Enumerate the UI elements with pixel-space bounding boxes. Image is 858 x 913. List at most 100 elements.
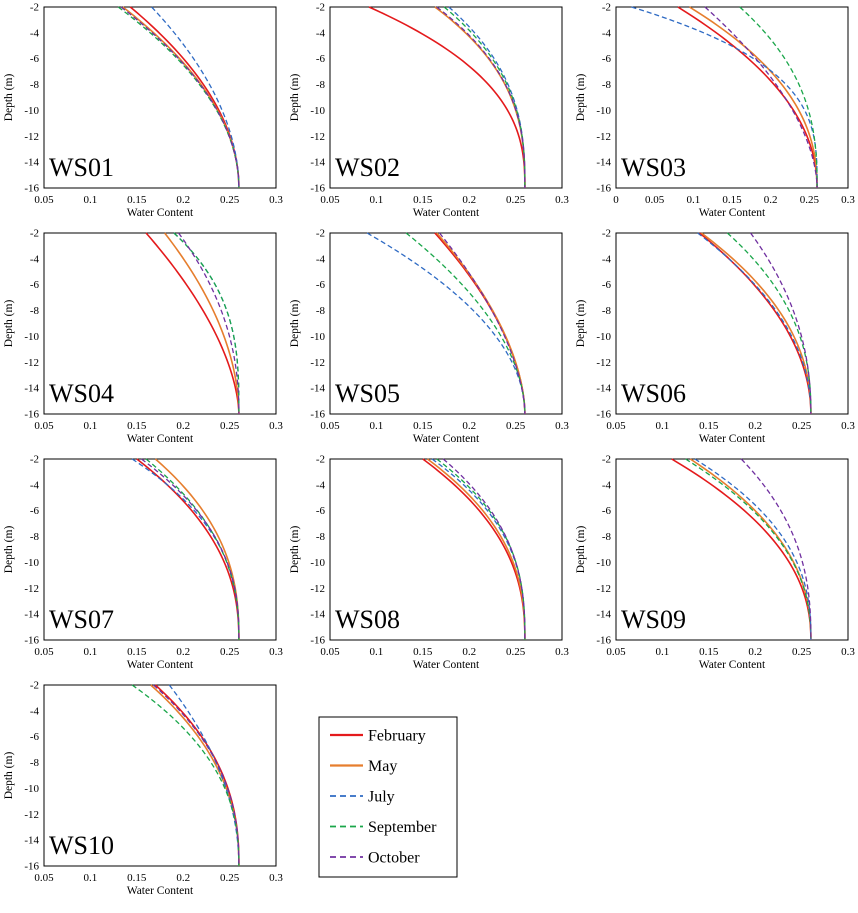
series-line-september bbox=[685, 458, 812, 641]
series-line-july bbox=[131, 458, 240, 640]
plot-frame bbox=[329, 232, 563, 415]
x-tick-label: 0.15 bbox=[699, 646, 719, 658]
series-line-october bbox=[153, 684, 240, 866]
y-tick-label: -2 bbox=[316, 2, 325, 14]
panel-title: WS01 bbox=[49, 153, 114, 182]
y-tick-label: -16 bbox=[596, 409, 611, 421]
series-line-february bbox=[145, 232, 240, 415]
y-tick-label: -2 bbox=[30, 228, 39, 240]
y-tick-label: -16 bbox=[596, 183, 611, 195]
panel-ws04: -2 -4 -6 -8 -10 -12 -14 -160.05 0.1 0.15 0.2 0.25 0.… bbox=[3, 228, 283, 446]
y-tick-label: -14 bbox=[24, 835, 39, 847]
x-axis-label: Water Content bbox=[699, 659, 766, 671]
x-axis-label: Water Content bbox=[413, 659, 480, 671]
x-tick-label: 0.3 bbox=[269, 646, 283, 658]
y-tick-label: -2 bbox=[30, 680, 39, 692]
x-tick-label: 0.3 bbox=[841, 420, 855, 432]
series-line-may bbox=[689, 458, 812, 641]
x-tick-label: 0.2 bbox=[176, 872, 190, 884]
panel-ws01: -2 -4 -6 -8 -10 -12 -14 -160.05 0.1 0.15 0.2 0.25 0.… bbox=[3, 2, 283, 220]
y-tick-label: -8 bbox=[316, 79, 326, 91]
panel-ws08: -2 -4 -6 -8 -10 -12 -14 -160.05 0.1 0.15 0.2 0.25 0.… bbox=[289, 454, 569, 672]
y-axis-label: Depth (m) bbox=[3, 526, 15, 574]
plot-frame bbox=[329, 458, 563, 641]
x-tick-label: 0.1 bbox=[370, 646, 384, 658]
x-tick-label: 0.2 bbox=[176, 420, 190, 432]
y-tick-label: -16 bbox=[310, 635, 325, 647]
y-tick-label: -6 bbox=[30, 53, 40, 65]
y-tick-label: -16 bbox=[24, 183, 39, 195]
x-tick-label: 0.1 bbox=[656, 420, 670, 432]
y-tick-label: -10 bbox=[310, 331, 325, 343]
y-tick-label: -4 bbox=[316, 253, 326, 265]
series-line-july bbox=[431, 458, 526, 640]
x-axis-label: Water Content bbox=[127, 659, 194, 671]
series-line-may bbox=[122, 6, 240, 189]
y-tick-label: -12 bbox=[24, 357, 39, 369]
y-tick-label: -14 bbox=[596, 383, 611, 395]
x-tick-label: 0.15 bbox=[127, 420, 147, 432]
plot-frame bbox=[43, 684, 277, 867]
y-tick-label: -4 bbox=[316, 27, 326, 39]
y-tick-label: -8 bbox=[30, 531, 40, 543]
y-tick-label: -16 bbox=[310, 183, 325, 195]
y-tick-label: -4 bbox=[602, 27, 612, 39]
y-tick-label: -10 bbox=[24, 557, 39, 569]
x-tick-label: 0.3 bbox=[555, 420, 569, 432]
y-tick-label: -12 bbox=[24, 809, 39, 821]
series-line-may bbox=[150, 684, 240, 867]
y-axis-label: Depth (m) bbox=[575, 526, 587, 574]
panel-ws05: -2 -4 -6 -8 -10 -12 -14 -160.05 0.1 0.15 0.2 0.25 0.… bbox=[289, 228, 569, 446]
series-line-february bbox=[129, 6, 240, 189]
y-tick-label: -4 bbox=[30, 705, 40, 717]
y-tick-label: -12 bbox=[310, 357, 325, 369]
y-tick-label: -14 bbox=[24, 157, 39, 169]
y-tick-label: -10 bbox=[596, 331, 611, 343]
series-line-february bbox=[434, 232, 526, 415]
x-axis-label: Water Content bbox=[699, 433, 766, 445]
series-line-february bbox=[677, 6, 818, 189]
y-tick-label: -12 bbox=[596, 357, 611, 369]
x-tick-label: 0.3 bbox=[269, 872, 283, 884]
x-tick-label: 0.05 bbox=[606, 646, 626, 658]
x-tick-label: 0.3 bbox=[269, 420, 283, 432]
y-tick-label: -12 bbox=[596, 583, 611, 595]
y-tick-label: -12 bbox=[24, 131, 39, 143]
y-tick-label: -10 bbox=[24, 331, 39, 343]
series-line-september bbox=[739, 6, 818, 189]
plot-frame bbox=[43, 458, 277, 641]
y-axis-label: Depth (m) bbox=[289, 526, 301, 574]
y-tick-label: -12 bbox=[24, 583, 39, 595]
x-tick-label: 0.1 bbox=[686, 194, 700, 206]
series-line-september bbox=[145, 458, 240, 641]
y-tick-label: -14 bbox=[310, 157, 325, 169]
x-tick-label: 0.25 bbox=[792, 646, 812, 658]
y-tick-label: -14 bbox=[24, 609, 39, 621]
y-tick-label: -16 bbox=[24, 635, 39, 647]
y-tick-label: -16 bbox=[24, 409, 39, 421]
y-tick-label: -14 bbox=[310, 383, 325, 395]
x-tick-label: 0.15 bbox=[722, 194, 742, 206]
plot-frame bbox=[615, 458, 849, 641]
plot-frame bbox=[329, 6, 563, 189]
series-line-october bbox=[442, 458, 526, 640]
y-tick-label: -2 bbox=[30, 454, 39, 466]
legend-label-october: October bbox=[368, 850, 420, 867]
x-axis-label: Water Content bbox=[127, 433, 194, 445]
series-line-september bbox=[117, 6, 240, 189]
x-tick-label: 0.3 bbox=[841, 646, 855, 658]
x-tick-label: 0.05 bbox=[320, 194, 340, 206]
y-tick-label: -6 bbox=[602, 53, 612, 65]
panel-title: WS02 bbox=[335, 153, 400, 182]
y-axis-label: Depth (m) bbox=[575, 74, 587, 122]
y-tick-label: -6 bbox=[602, 279, 612, 291]
y-tick-label: -8 bbox=[602, 531, 612, 543]
x-tick-label: 0.15 bbox=[699, 420, 719, 432]
x-tick-label: 0.1 bbox=[656, 646, 670, 658]
y-tick-label: -10 bbox=[310, 105, 325, 117]
legend-label-may: May bbox=[368, 758, 397, 775]
x-tick-label: 0.05 bbox=[606, 420, 626, 432]
y-tick-label: -2 bbox=[316, 228, 325, 240]
series-line-july bbox=[151, 6, 240, 189]
x-tick-label: 0.2 bbox=[748, 646, 762, 658]
